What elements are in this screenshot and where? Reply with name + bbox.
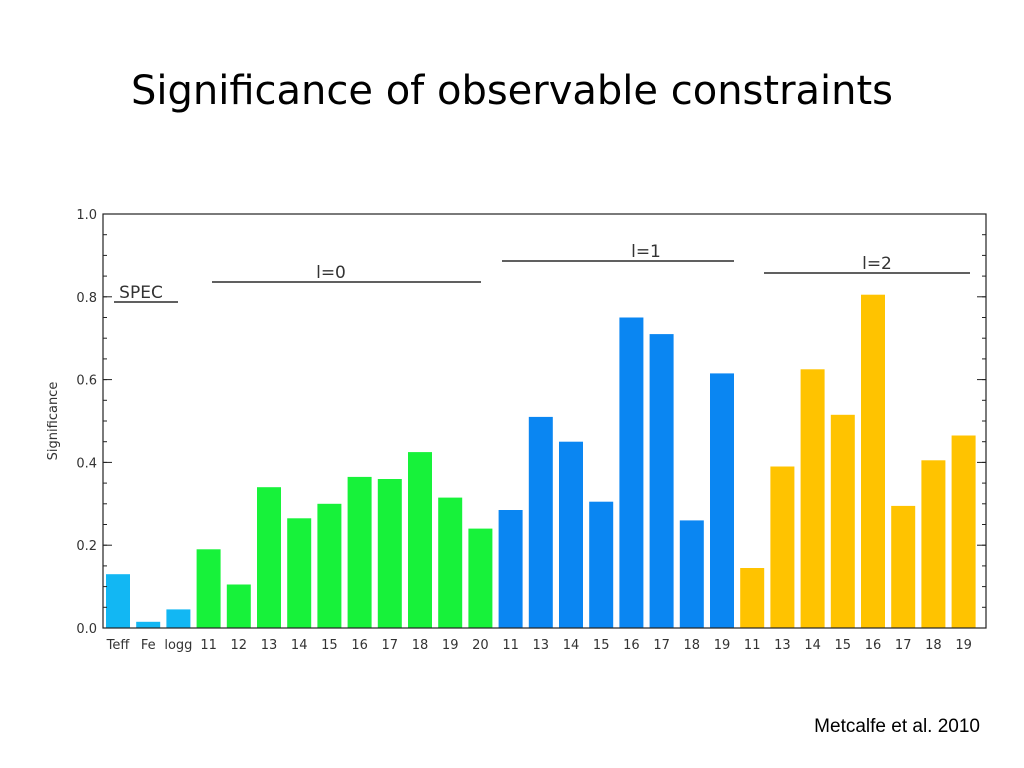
citation: Metcalfe et al. 2010: [814, 716, 980, 737]
x-tick-label: 14: [563, 638, 580, 653]
bar-l1-18: [679, 520, 704, 628]
x-tick-label: 16: [351, 638, 368, 653]
x-tick-label: Fe: [141, 638, 156, 653]
bar-l0-13: [257, 487, 281, 628]
x-tick-label: 15: [321, 638, 338, 653]
bar-l2-11: [740, 568, 765, 628]
group-label: l=0: [316, 263, 346, 283]
axes-layer: [102, 213, 987, 629]
y-tick-label: 0.0: [76, 622, 97, 637]
bar-SPEC-logg: [166, 609, 191, 628]
bar-l1-15: [589, 501, 614, 628]
slide-title: Significance of observable constraints: [130, 68, 894, 114]
x-tick-label: 16: [865, 638, 882, 653]
x-tick-label: 15: [593, 638, 610, 653]
x-tick-label: 17: [895, 638, 912, 653]
labels-layer: Teff Fe logg SPEC 11 12 13 14 15 16 17 18 19 20 l=0 11 1…: [46, 208, 972, 653]
bar-SPEC-Fe: [136, 621, 161, 628]
x-tick-label: 18: [412, 638, 429, 653]
bar-l1-11: [498, 510, 523, 628]
bar-l0-11: [196, 549, 221, 628]
y-tick-label: 0.2: [76, 539, 97, 554]
bar-l2-16: [861, 294, 885, 628]
y-tick-label: 1.0: [76, 208, 97, 223]
x-tick-label: 14: [291, 638, 308, 653]
bar-l0-18: [408, 452, 432, 628]
bar-l1-13: [528, 416, 553, 628]
bar-l0-19: [438, 497, 463, 628]
bar-l1-17: [649, 334, 674, 628]
bar-l0-15: [317, 503, 342, 628]
x-tick-label: 14: [804, 638, 821, 653]
x-tick-label: 15: [835, 638, 852, 653]
bar-l2-15: [830, 414, 855, 628]
y-tick-label: 0.4: [76, 456, 97, 471]
x-tick-label: 19: [714, 638, 731, 653]
bar-SPEC-Teff: [106, 574, 130, 628]
x-tick-label: Teff: [106, 638, 131, 653]
x-tick-label: 17: [653, 638, 670, 653]
bar-l0-14: [287, 518, 312, 628]
y-axis-title: Significance: [46, 382, 61, 461]
x-tick-label: 19: [442, 638, 459, 653]
group-label: l=1: [631, 242, 661, 262]
y-tick-label: 0.8: [76, 291, 97, 306]
x-tick-label: 13: [533, 638, 550, 653]
x-tick-label: 11: [502, 638, 519, 653]
x-tick-label: 13: [774, 638, 791, 653]
y-tick-label: 0.6: [76, 374, 97, 389]
bars-layer: [106, 294, 976, 629]
bar-l1-19: [710, 373, 734, 628]
x-tick-label: 16: [623, 638, 640, 653]
x-tick-label: logg: [164, 638, 192, 653]
x-tick-label: 18: [684, 638, 701, 653]
group-label: SPEC: [119, 283, 163, 303]
x-tick-label: 12: [231, 638, 248, 653]
bar-l0-20: [468, 528, 493, 628]
bar-l2-19: [951, 435, 976, 628]
x-tick-label: 20: [472, 638, 489, 653]
bar-l2-14: [800, 369, 825, 629]
bar-l0-12: [226, 584, 251, 628]
bar-l2-17: [891, 505, 916, 628]
bar-l0-16: [347, 476, 372, 628]
bar-l0-17: [377, 479, 402, 628]
bar-l1-14: [559, 441, 583, 628]
bar-l2-13: [770, 466, 795, 628]
x-tick-label: 18: [925, 638, 942, 653]
bar-l2-18: [921, 460, 946, 628]
x-tick-label: 19: [955, 638, 972, 653]
x-tick-label: 11: [744, 638, 761, 653]
bar-l1-16: [619, 317, 644, 628]
group-label: l=2: [862, 254, 892, 274]
x-tick-label: 17: [382, 638, 399, 653]
x-tick-label: 11: [200, 638, 217, 653]
x-tick-label: 13: [261, 638, 278, 653]
